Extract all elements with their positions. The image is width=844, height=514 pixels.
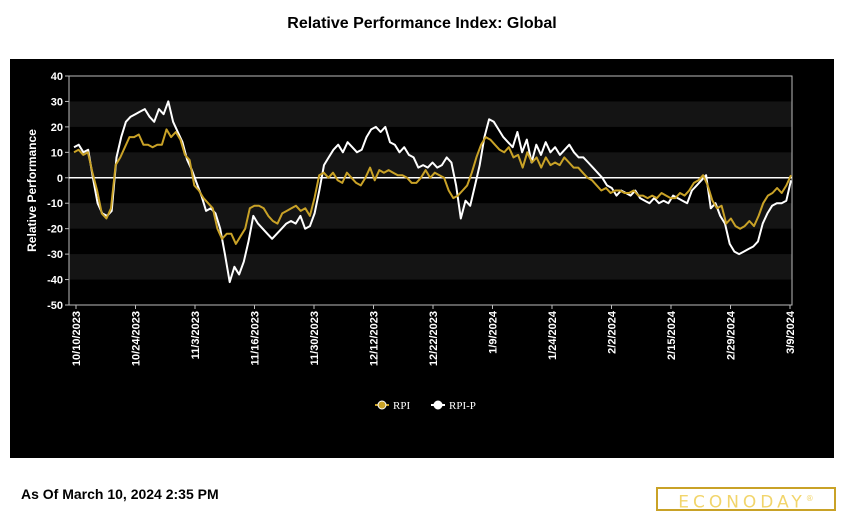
- y-tick-label: -30: [47, 249, 63, 261]
- x-tick-label: 10/24/2023: [131, 311, 143, 366]
- y-tick-label: -20: [47, 224, 63, 236]
- legend-marker-rpi: [377, 400, 387, 410]
- econoday-logo: ECONODAY®: [656, 487, 836, 513]
- chart-svg: 40 30 20 10 0 -10 -20 -30 -40 -50 10/10/2023 10/24/…: [25, 71, 797, 412]
- legend-marker-rpi-p: [433, 400, 443, 410]
- x-tick-label: 12/22/2023: [428, 311, 440, 366]
- y-tick-label: -40: [47, 275, 63, 287]
- grid-band: [69, 203, 792, 229]
- grid-band: [69, 254, 792, 280]
- x-tick-label: 11/30/2023: [309, 311, 321, 365]
- y-tick-label: 30: [51, 96, 63, 108]
- chart-title: Relative Performance Index: Global: [287, 15, 557, 32]
- series-line-rpi: [73, 128, 792, 245]
- x-tick-label: 11/3/2023: [190, 311, 202, 359]
- x-tick-label: 2/15/2024: [666, 310, 678, 360]
- x-tick-label: 10/10/2023: [71, 311, 83, 366]
- plot-border: [68, 75, 793, 306]
- x-tick-label: 12/12/2023: [369, 311, 381, 366]
- y-axis-label: Relative Performance: [25, 129, 39, 252]
- y-tick-label: 20: [51, 122, 63, 134]
- y-tick-label: -10: [47, 198, 63, 210]
- legend-label-rpi-p: RPI-P: [449, 400, 476, 412]
- y-tick-label: 0: [57, 173, 63, 185]
- x-tick-label: 11/16/2023: [250, 311, 262, 365]
- y-tick-label: 10: [51, 147, 63, 159]
- grid-band: [69, 101, 792, 127]
- legend-label-rpi: RPI: [393, 400, 410, 412]
- chart-panel: 40 30 20 10 0 -10 -20 -30 -40 -50 10/10/2023 10/24/…: [10, 59, 836, 513]
- as-of-timestamp: As Of March 10, 2024 2:35 PM: [21, 486, 219, 502]
- x-tick-label: 2/2/2024: [607, 310, 619, 354]
- x-tick-label: 1/24/2024: [547, 310, 559, 360]
- y-tick-label: 40: [51, 71, 63, 83]
- x-tick-label: 2/29/2024: [726, 310, 738, 360]
- x-tick-label: 3/9/2024: [785, 310, 797, 354]
- y-tick-label: -50: [47, 300, 63, 312]
- x-tick-label: 1/9/2024: [488, 310, 500, 354]
